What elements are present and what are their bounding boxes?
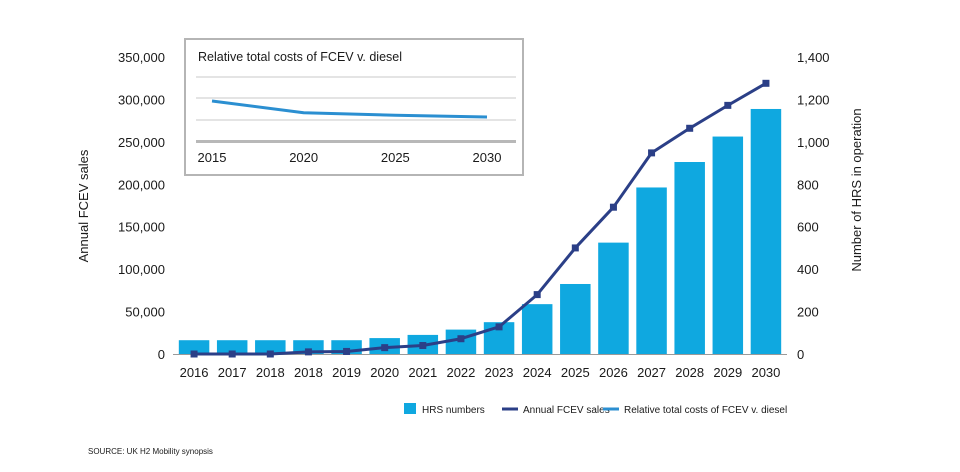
legend-label-cost: Relative total costs of FCEV v. diesel [624,405,787,416]
x-tick-label: 2029 [713,365,742,380]
x-tick-label: 2020 [370,365,399,380]
x-tick-label: 2026 [599,365,628,380]
y-axis-title: Annual FCEV sales [76,149,91,262]
inset-x-tick-label: 2030 [473,150,502,165]
x-tick-label: 2018 [256,365,285,380]
sales-marker [190,350,198,358]
x-tick-label: 2030 [751,365,780,380]
sales-marker [457,335,465,343]
y2-tick-label: 0 [797,347,804,362]
inset-cost-line [211,99,488,119]
sales-marker [419,342,427,350]
y2-tick-label: 600 [797,220,819,235]
y-tick-label: 300,000 [118,92,165,107]
bar [712,136,744,354]
x-tick-label: 2028 [675,365,704,380]
sales-line [194,82,767,356]
x-tick-label: 2018 [294,365,323,380]
sales-marker [343,347,351,355]
x-tick-label: 2022 [446,365,475,380]
sales-marker [648,149,656,157]
x-tick-label: 2019 [332,365,361,380]
x-tick-label: 2021 [408,365,437,380]
sales-marker [762,79,770,87]
sales-marker [724,101,732,109]
bar [750,108,782,354]
inset-title: Relative total costs of FCEV v. diesel [198,50,402,64]
y-tick-label: 50,000 [125,305,165,320]
inset-x-tick-label: 2025 [381,150,410,165]
source-note: SOURCE: UK H2 Mobility synopsis [88,447,213,456]
legend-label-hrs: HRS numbers [422,405,485,416]
bar [674,162,705,354]
y-tick-label: 350,000 [118,50,165,65]
y2-axis-title: Number of HRS in operation [849,108,864,271]
y-tick-label: 250,000 [118,135,165,150]
inset-x-tick-label: 2015 [198,150,227,165]
bar [178,340,210,354]
y-tick-label: 200,000 [118,177,165,192]
y2-tick-label: 800 [797,177,819,192]
y-tick-label: 100,000 [118,262,165,277]
inset-x-tick-label: 2020 [289,150,318,165]
sales-marker [571,244,579,252]
inset-frame [184,38,524,176]
bar [255,340,286,354]
bar [636,187,667,354]
legend-swatch-hrs [404,403,416,414]
sales-marker [381,344,389,352]
bar [521,304,553,354]
x-tick-label: 2025 [561,365,590,380]
sales-marker [609,203,617,211]
x-tick-label: 2017 [218,365,247,380]
y2-tick-label: 200 [797,305,819,320]
sales-marker [686,124,694,132]
x-tick-label: 2016 [180,365,209,380]
sales-marker [533,291,541,299]
y2-tick-label: 400 [797,262,819,277]
sales-marker [304,348,312,356]
y2-tick-label: 1,000 [797,135,830,150]
sales-marker [266,350,274,358]
sales-marker [228,350,236,358]
x-tick-label: 2027 [637,365,666,380]
bar [216,340,248,354]
bar [598,242,629,354]
y2-tick-label: 1,200 [797,92,830,107]
bar [560,283,591,354]
y-tick-label: 150,000 [118,220,165,235]
legend-label-sales: Annual FCEV sales [523,405,610,416]
x-tick-label: 2024 [523,365,552,380]
y-tick-label: 0 [158,347,165,362]
x-tick-label: 2023 [485,365,514,380]
sales-marker [495,323,503,331]
y2-tick-label: 1,400 [797,50,830,65]
